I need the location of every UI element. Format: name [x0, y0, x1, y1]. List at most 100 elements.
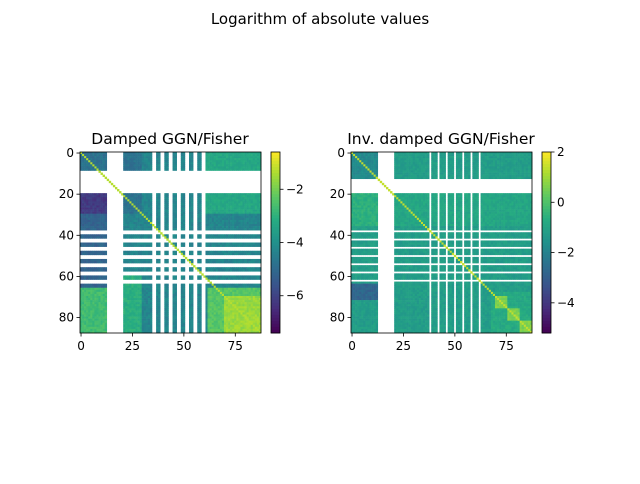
heatmap-cell [101, 160, 103, 162]
heatmap-cell [226, 224, 228, 226]
heatmap-cell [191, 327, 193, 329]
heatmap-cell [242, 294, 244, 296]
heatmap-cell [88, 158, 90, 160]
heatmap-cell [230, 203, 232, 205]
heatmap-cell [96, 208, 98, 210]
heatmap-cell [413, 166, 415, 168]
heatmap-cell [249, 314, 251, 316]
heatmap-cell [189, 228, 191, 230]
heatmap-cell [245, 224, 249, 226]
heatmap-cell [452, 156, 454, 158]
heatmap-cell [255, 317, 257, 319]
heatmap-cell [92, 290, 94, 292]
heatmap-cell [150, 234, 152, 236]
heatmap-cell [363, 160, 365, 162]
heatmap-cell [148, 284, 150, 286]
heatmap-cell [123, 218, 125, 220]
heatmap-cell [158, 267, 160, 269]
heatmap-cell [158, 321, 160, 323]
heatmap-cell [214, 158, 216, 160]
heatmap-cell [224, 284, 226, 286]
heatmap-cell [495, 164, 497, 166]
heatmap-cell [181, 267, 185, 269]
colorbar-segment [271, 164, 280, 167]
heatmap-cell [173, 253, 175, 255]
heatmap-cell [240, 220, 242, 222]
heatmap-cell [164, 218, 166, 220]
heatmap-cell [208, 290, 210, 292]
heatmap-cell [181, 298, 183, 300]
heatmap-cell [105, 288, 107, 290]
heatmap-cell [205, 218, 207, 220]
heatmap-cell [99, 302, 101, 304]
heatmap-cell [94, 308, 96, 310]
heatmap-cell [240, 156, 242, 158]
heatmap-cell [199, 203, 201, 205]
heatmap-cell [131, 310, 133, 312]
heatmap-cell [129, 296, 131, 298]
heatmap-cell [191, 226, 193, 228]
heatmap-cell [363, 156, 365, 158]
colorbar-segment [271, 252, 280, 255]
heatmap-cell [528, 166, 530, 168]
heatmap-cell [226, 162, 228, 164]
heatmap-cell [191, 166, 193, 168]
heatmap-cell [507, 171, 509, 173]
heatmap-cell [224, 164, 228, 166]
heatmap-cell [226, 226, 228, 228]
heatmap-cell [99, 197, 101, 199]
heatmap-cell [212, 286, 214, 288]
heatmap-cell [214, 154, 216, 156]
heatmap-cell [131, 220, 133, 222]
heatmap-cell [353, 168, 355, 170]
heatmap-cell [234, 199, 236, 201]
heatmap-cell [367, 162, 369, 164]
heatmap-cell [228, 164, 230, 166]
heatmap-cell [197, 154, 199, 156]
heatmap-cell [199, 166, 201, 168]
heatmap-cell [191, 286, 193, 288]
heatmap-cell [372, 154, 374, 156]
heatmap-cell [497, 154, 499, 156]
heatmap-cell [365, 158, 367, 160]
heatmap-cell [439, 168, 441, 170]
heatmap-cell [357, 158, 359, 160]
heatmap-cell [214, 162, 216, 164]
heatmap-cell [191, 168, 193, 170]
heatmap-cell [205, 208, 207, 210]
heatmap-cell [507, 166, 509, 168]
heatmap-cell [464, 158, 466, 160]
heatmap-cell [175, 156, 177, 158]
heatmap-cell [216, 166, 218, 168]
heatmap-cell [189, 329, 191, 331]
heatmap-cell [146, 294, 148, 296]
heatmap-cell [238, 286, 240, 288]
heatmap-cell [173, 205, 175, 207]
heatmap-cell [148, 317, 150, 319]
heatmap-cell [125, 306, 127, 308]
heatmap-cell [232, 296, 234, 298]
heatmap-cell [131, 197, 133, 199]
heatmap-cell [255, 199, 257, 201]
heatmap-cell [133, 306, 135, 308]
heatmap-cell [127, 310, 129, 312]
heatmap-cell [125, 284, 127, 286]
heatmap-cell [253, 319, 255, 321]
colorbar-segment [271, 230, 280, 233]
heatmap-cell [164, 234, 166, 236]
heatmap-cell [199, 168, 201, 170]
heatmap-cell [166, 327, 168, 329]
heatmap-cell [232, 226, 234, 228]
heatmap-cell [253, 253, 255, 255]
heatmap-cell [507, 158, 509, 160]
heatmap-cell [222, 314, 224, 316]
heatmap-cell [253, 290, 255, 292]
heatmap-cell [232, 168, 234, 170]
heatmap-cell [96, 201, 98, 203]
heatmap-cell [99, 259, 101, 261]
heatmap-cell [208, 212, 210, 214]
heatmap-cell [511, 171, 513, 173]
heatmap-cell [129, 164, 131, 166]
heatmap-cell [208, 275, 210, 277]
heatmap-cell [228, 277, 230, 279]
